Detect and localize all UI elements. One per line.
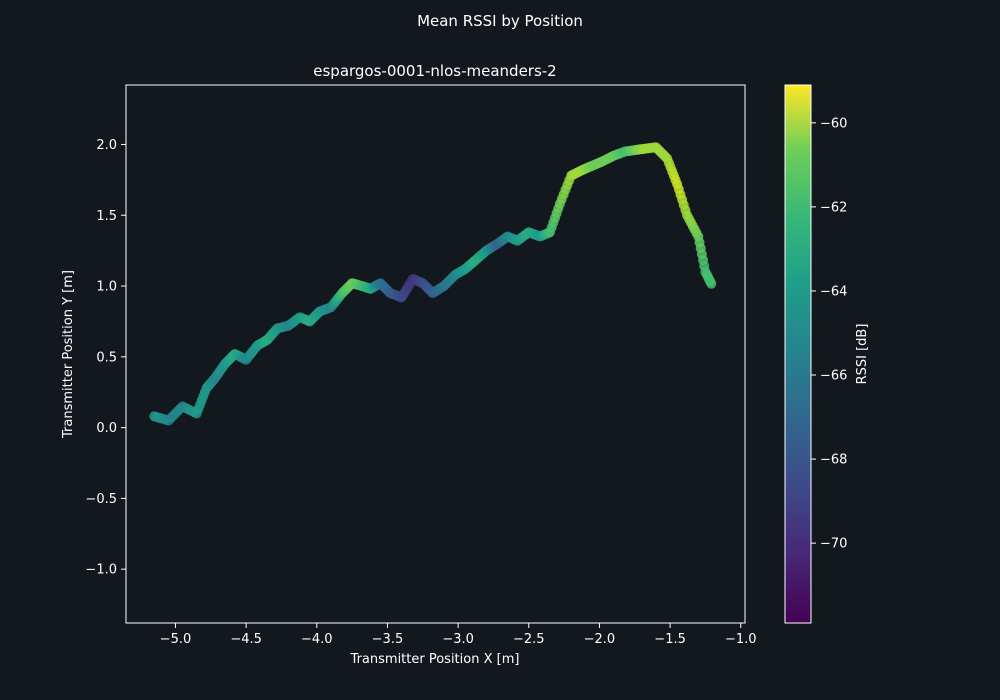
- colorbar-tick-label: −64: [820, 284, 847, 299]
- colorbar-tick-label: −68: [820, 453, 847, 468]
- colorbar-tick-label: −70: [820, 537, 847, 552]
- y-tick-label: 2.0: [96, 138, 117, 153]
- x-tick-label: −2.0: [584, 632, 616, 647]
- y-tick-label: −1.0: [85, 563, 117, 578]
- x-tick-label: −2.5: [513, 632, 545, 647]
- colorbar-ticks: −70 −68 −66 −64 −62 −60: [811, 116, 847, 552]
- x-tick-label: −1.5: [654, 632, 686, 647]
- x-axis-label: Transmitter Position X [m]: [350, 652, 520, 667]
- x-tick-label: −1.0: [725, 632, 757, 647]
- x-axis-ticks: −5.0 −4.5 −4.0 −3.5 −3.0 −2.5 −2.0 −1.5 −1.0: [160, 623, 757, 647]
- scatter-points: [149, 142, 717, 426]
- y-tick-label: 0.5: [96, 350, 117, 365]
- figure-suptitle: Mean RSSI by Position: [417, 12, 583, 30]
- x-tick-label: −4.0: [301, 632, 333, 647]
- colorbar-tick-label: −62: [820, 200, 847, 215]
- x-tick-label: −5.0: [160, 632, 192, 647]
- colorbar-tick-label: −66: [820, 369, 847, 384]
- y-tick-label: 1.5: [96, 209, 117, 224]
- y-axis-label: Transmitter Position Y [m]: [61, 270, 76, 439]
- y-tick-label: 1.0: [96, 280, 117, 295]
- y-tick-label: 0.0: [96, 421, 117, 436]
- colorbar: [784, 84, 812, 624]
- colorbar-label: RSSI [dB]: [855, 324, 870, 385]
- y-tick-label: −0.5: [85, 492, 117, 507]
- colorbar-tick-label: −60: [820, 116, 847, 131]
- y-axis-ticks: −1.0 −0.5 0.0 0.5 1.0 1.5 2.0: [85, 138, 126, 578]
- x-tick-label: −3.5: [372, 632, 404, 647]
- x-tick-label: −4.5: [230, 632, 262, 647]
- scatter-point: [706, 278, 717, 289]
- plot-frame: [125, 84, 746, 624]
- x-tick-label: −3.0: [442, 632, 474, 647]
- chart-title: espargos-0001-nlos-meanders-2: [313, 62, 556, 80]
